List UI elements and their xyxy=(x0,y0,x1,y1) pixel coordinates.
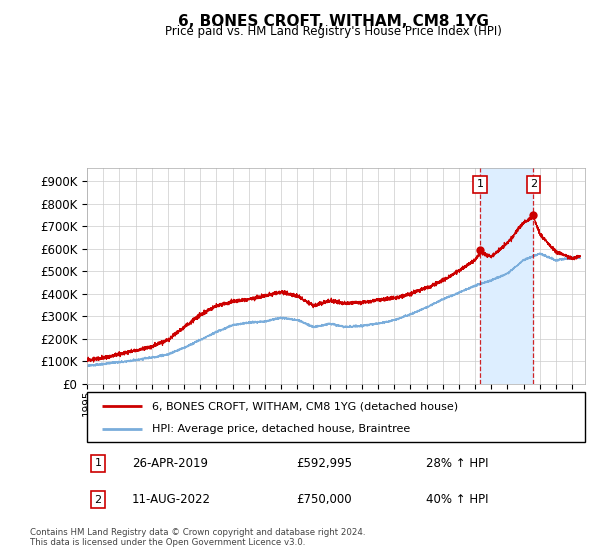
Text: 6, BONES CROFT, WITHAM, CM8 1YG (detached house): 6, BONES CROFT, WITHAM, CM8 1YG (detache… xyxy=(152,401,458,411)
Text: 40% ↑ HPI: 40% ↑ HPI xyxy=(425,493,488,506)
Text: Contains HM Land Registry data © Crown copyright and database right 2024.
This d: Contains HM Land Registry data © Crown c… xyxy=(30,528,365,547)
Text: 1: 1 xyxy=(94,459,101,468)
Bar xyxy=(480,168,533,384)
Text: 6, BONES CROFT, WITHAM, CM8 1YG: 6, BONES CROFT, WITHAM, CM8 1YG xyxy=(178,14,488,29)
Text: £750,000: £750,000 xyxy=(296,493,352,506)
Text: 2: 2 xyxy=(530,179,537,189)
FancyBboxPatch shape xyxy=(87,392,585,442)
Text: 11-AUG-2022: 11-AUG-2022 xyxy=(132,493,211,506)
Text: Price paid vs. HM Land Registry's House Price Index (HPI): Price paid vs. HM Land Registry's House … xyxy=(164,25,502,38)
Text: 28% ↑ HPI: 28% ↑ HPI xyxy=(425,457,488,470)
Text: 26-APR-2019: 26-APR-2019 xyxy=(132,457,208,470)
Text: 2: 2 xyxy=(94,495,101,505)
Text: HPI: Average price, detached house, Braintree: HPI: Average price, detached house, Brai… xyxy=(152,424,410,435)
Text: £592,995: £592,995 xyxy=(296,457,352,470)
Text: 1: 1 xyxy=(477,179,484,189)
